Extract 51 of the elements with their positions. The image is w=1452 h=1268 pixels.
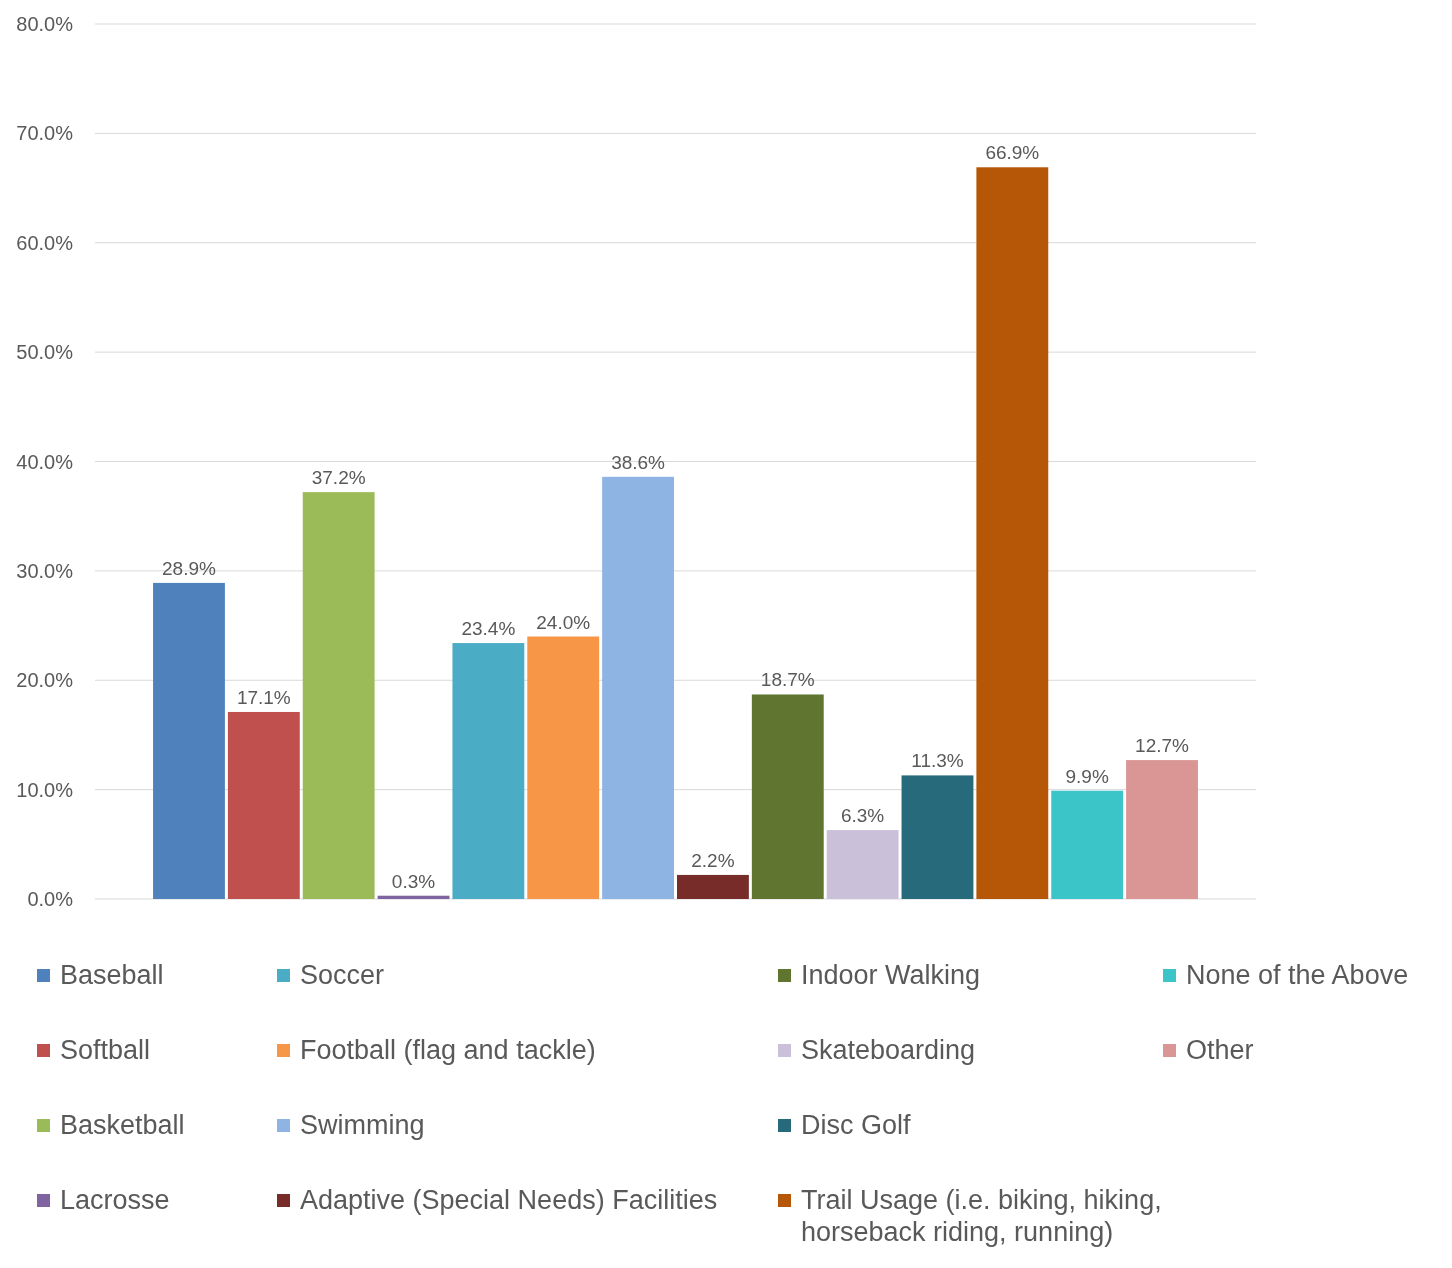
legend-label: None of the Above xyxy=(1186,960,1409,990)
data-label: 12.7% xyxy=(1135,735,1190,757)
data-label: 18.7% xyxy=(760,669,815,691)
bar xyxy=(976,167,1049,899)
bar xyxy=(677,874,749,899)
legend-label: Basketball xyxy=(60,1110,185,1140)
legend-label: Softball xyxy=(60,1035,151,1065)
data-label: 37.2% xyxy=(311,467,366,489)
y-tick-label: 60.0% xyxy=(16,231,74,254)
y-tick-label: 30.0% xyxy=(16,559,74,582)
bar xyxy=(302,492,375,899)
bar xyxy=(602,476,674,899)
y-tick-label: 20.0% xyxy=(16,669,74,692)
data-label: 17.1% xyxy=(236,686,291,708)
legend-label: Indoor Walking xyxy=(801,960,981,990)
data-label: 38.6% xyxy=(611,451,666,473)
legend-label: Lacrosse xyxy=(60,1185,170,1215)
bar xyxy=(1051,790,1124,899)
data-label: 6.3% xyxy=(840,805,885,827)
data-label: 9.9% xyxy=(1065,765,1109,787)
bar xyxy=(227,711,300,899)
legend-label: Trail Usage (i.e. biking, hiking, horseback riding, running) xyxy=(801,1185,1162,1247)
y-tick-label: 70.0% xyxy=(16,122,74,145)
bar xyxy=(452,643,525,899)
y-tick-label: 80.0% xyxy=(16,13,74,35)
bar xyxy=(153,582,225,899)
legend-label: Swimming xyxy=(300,1110,425,1140)
bar xyxy=(1126,760,1198,899)
bar xyxy=(826,830,899,899)
bar xyxy=(527,636,600,899)
legend-label: Skateboarding xyxy=(801,1035,976,1065)
bar xyxy=(751,694,824,899)
data-label: 28.9% xyxy=(162,557,217,579)
y-tick-label: 10.0% xyxy=(16,778,74,801)
data-label: 23.4% xyxy=(461,618,516,640)
data-label: 66.9% xyxy=(985,142,1040,164)
bar xyxy=(377,895,450,899)
data-label: 24.0% xyxy=(536,611,591,633)
data-label: 11.3% xyxy=(911,750,964,772)
y-tick-label: 0.0% xyxy=(27,888,74,910)
legend-label: Other xyxy=(1186,1035,1254,1065)
y-tick-label: 40.0% xyxy=(16,450,74,473)
legend-label: Football (flag and tackle) xyxy=(300,1035,596,1065)
legend-label: Adaptive (Special Needs) Facilities xyxy=(300,1185,718,1215)
y-tick-label: 50.0% xyxy=(16,341,74,364)
legend-label: Baseball xyxy=(60,960,164,990)
data-label: 2.2% xyxy=(691,849,735,871)
legend-label: Disc Golf xyxy=(801,1110,912,1140)
bar xyxy=(901,775,974,899)
data-label: 0.3% xyxy=(391,870,436,892)
legend-label: Soccer xyxy=(300,960,385,990)
